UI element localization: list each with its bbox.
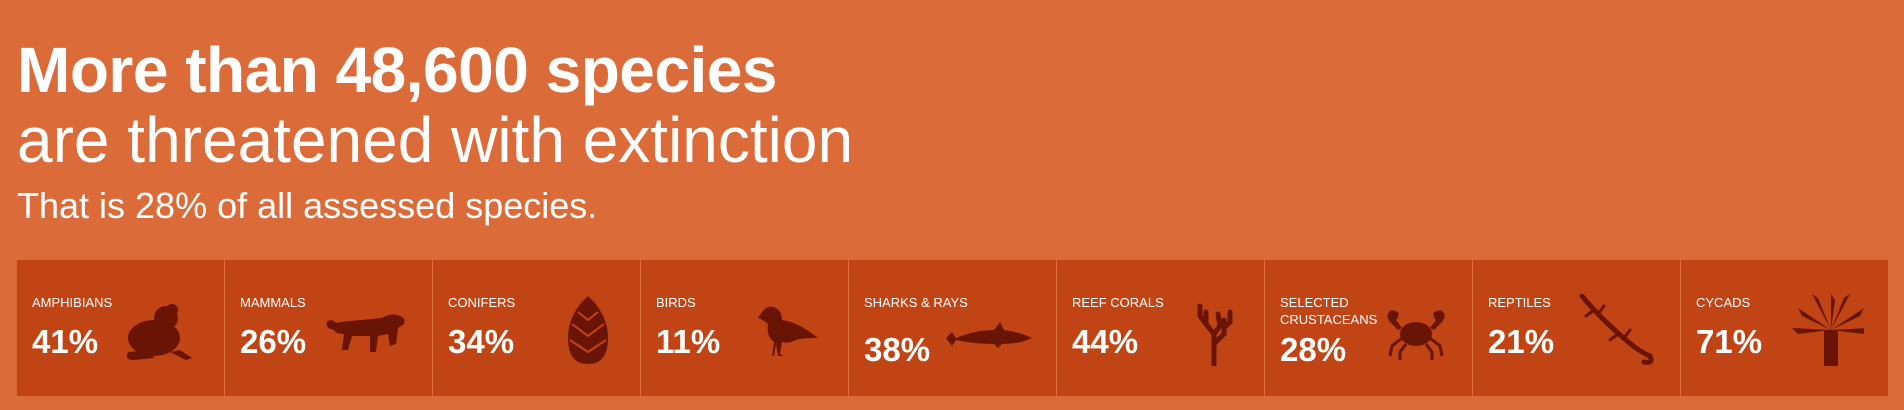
group-card-mammals: MAMMALS 26% bbox=[224, 260, 432, 396]
group-card-sharks-rays: SHARKS & RAYS 38% bbox=[848, 260, 1056, 396]
group-percent: 11% bbox=[656, 323, 721, 360]
frog-icon bbox=[114, 294, 200, 366]
group-percent: 71% bbox=[1696, 323, 1763, 360]
group-percent: 44% bbox=[1072, 323, 1139, 360]
group-percent: 41% bbox=[32, 323, 99, 360]
subheadline: are threatened with extinction bbox=[17, 104, 854, 176]
group-card-conifers: CONIFERS 34% bbox=[432, 260, 640, 396]
group-card-reef-corals: REEF CORALS 44% bbox=[1056, 260, 1264, 396]
group-label: REPTILES bbox=[1488, 295, 1551, 310]
group-label: BIRDS bbox=[656, 295, 696, 310]
group-card-birds: BIRDS 11% bbox=[640, 260, 848, 396]
group-label: CYCADS bbox=[1696, 295, 1751, 310]
group-percent: 26% bbox=[240, 323, 307, 360]
coral-icon bbox=[1154, 294, 1240, 366]
shark-icon bbox=[946, 294, 1032, 366]
tiger-icon bbox=[322, 294, 408, 366]
crab-icon bbox=[1362, 294, 1448, 366]
pinecone-icon bbox=[530, 294, 616, 366]
species-groups-panel: AMPHIBIANS 41% MAMMALS 26% CONIFERS 34% bbox=[17, 260, 1888, 396]
group-label: SELECTED CRUSTACEANS bbox=[1280, 295, 1378, 327]
bird-icon bbox=[738, 294, 824, 366]
group-label: REEF CORALS bbox=[1072, 295, 1164, 310]
group-label: AMPHIBIANS bbox=[32, 295, 113, 310]
group-percent: 34% bbox=[448, 323, 515, 360]
group-label: CONIFERS bbox=[448, 295, 516, 310]
group-percent: 28% bbox=[1280, 331, 1347, 368]
group-label: SHARKS & RAYS bbox=[864, 295, 968, 310]
headline: More than 48,600 species bbox=[17, 34, 777, 106]
group-label: MAMMALS bbox=[240, 295, 306, 310]
group-card-reptiles: REPTILES 21% bbox=[1472, 260, 1680, 396]
lizard-icon bbox=[1570, 294, 1656, 366]
group-card-amphibians: AMPHIBIANS 41% bbox=[17, 260, 224, 396]
group-percent: 38% bbox=[864, 331, 931, 368]
tagline: That is 28% of all assessed species. bbox=[17, 185, 598, 226]
group-card-selected-crustaceans: SELECTED CRUSTACEANS 28% bbox=[1264, 260, 1472, 396]
group-card-cycads: CYCADS 71% bbox=[1680, 260, 1888, 396]
cycad-icon bbox=[1778, 294, 1864, 366]
group-percent: 21% bbox=[1488, 323, 1555, 360]
